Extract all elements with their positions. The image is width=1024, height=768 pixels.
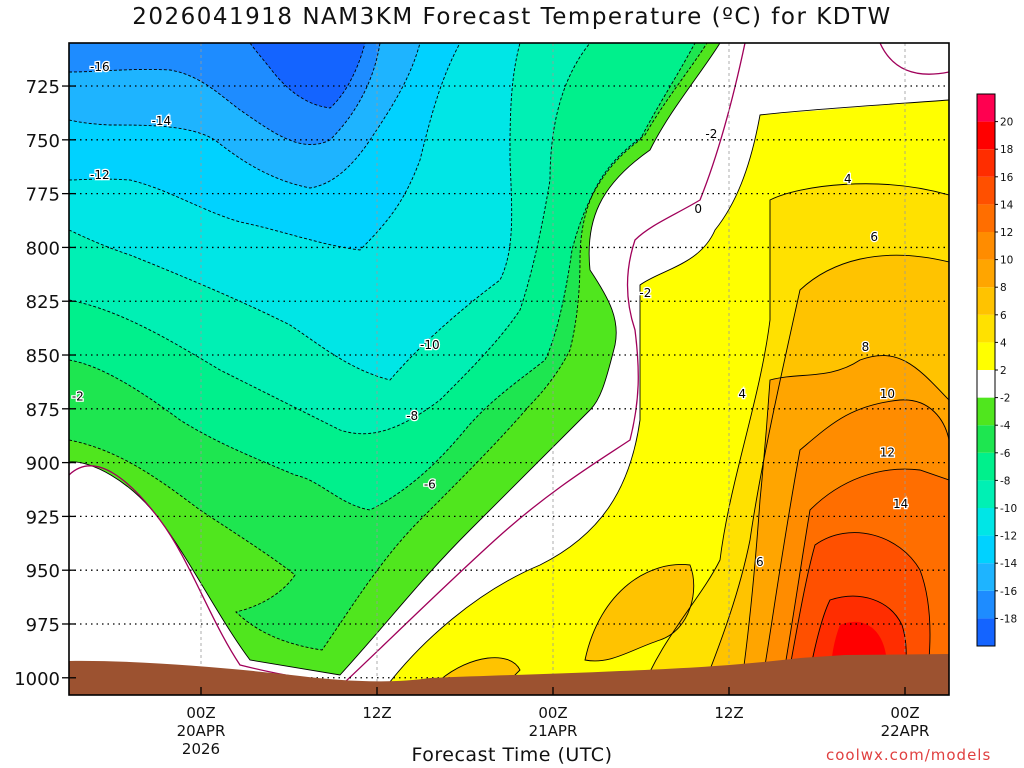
contour-label: 0	[694, 202, 702, 216]
contour-labels: -16 -14 -12 -10 -8 -6 -2 -2 -2 0 4 4 6 6 8 10 12 14	[71, 59, 910, 570]
colorbar-label: -18	[1000, 613, 1017, 625]
colorbar-label: -12	[1000, 531, 1017, 543]
x-tick-label: 12Z	[714, 704, 743, 722]
plot-frame	[68, 42, 950, 696]
temperature-field	[69, 43, 949, 695]
colorbar-label: 12	[1000, 227, 1013, 239]
contour-label: 10	[880, 387, 895, 401]
band-cold--18	[250, 43, 365, 108]
x-tick-label: 22APR	[881, 722, 930, 740]
colorbar-label: -14	[1000, 558, 1017, 570]
colorbar-swatch	[977, 452, 995, 481]
colorbar-swatch	[977, 232, 995, 260]
colorbar-swatch	[977, 397, 995, 426]
x-tick-label: 12Z	[362, 704, 391, 722]
colorbar: -18 -16 -14 -12 -10 -8 -6 -4 -2 2 4 6 8 10 12 14 16 18 20	[976, 93, 1017, 647]
site-credit: coolwx.com/models	[826, 746, 992, 764]
colorbar-label: -10	[1000, 503, 1017, 515]
colorbar-label: 8	[1000, 282, 1007, 294]
colorbar-label: -8	[1000, 475, 1010, 487]
y-tick-label: 775	[26, 185, 60, 206]
colorbar-label: 2	[1000, 365, 1007, 377]
contour-label: -2	[72, 389, 84, 403]
contour-label: -14	[152, 114, 172, 128]
colorbar-swatch	[977, 176, 995, 205]
negative-contours	[69, 43, 708, 651]
colorbar-label: -16	[1000, 586, 1017, 598]
colorbar-swatch	[977, 590, 995, 619]
y-tick-label: 1000	[14, 669, 60, 690]
colorbar-swatch	[977, 94, 995, 122]
y-tick-label: 875	[26, 400, 60, 421]
colorbar-label: 14	[1000, 199, 1014, 211]
x-tick-label: 00Z	[186, 704, 215, 722]
y-tick-label: 800	[26, 238, 60, 259]
contour-label: 12	[880, 445, 895, 459]
chart-title: 2026041918 NAM3KM Forecast Temperature (…	[132, 4, 892, 30]
colorbar-label: 20	[1000, 117, 1013, 129]
contour-label: -16	[90, 60, 110, 74]
contour-label: 14	[893, 497, 908, 511]
y-tick-label: 825	[26, 292, 60, 313]
contour-label: -6	[424, 478, 436, 492]
x-tick-label: 2026	[182, 740, 220, 758]
colorbar-swatch	[977, 259, 995, 288]
y-tick-label: 725	[26, 77, 60, 98]
x-tick-label: 00Z	[890, 704, 919, 722]
colorbar-swatch	[977, 563, 995, 591]
x-tick-label: 00Z	[538, 704, 567, 722]
y-tick-label: 975	[26, 615, 60, 636]
colorbar-swatch	[977, 370, 995, 398]
colorbar-swatch	[977, 204, 995, 232]
y-tick-label: 925	[26, 507, 60, 528]
contour-label: 6	[870, 230, 878, 244]
freezing-contour	[69, 43, 949, 683]
contour-label: -10	[420, 338, 440, 352]
colorbar-swatch	[977, 121, 995, 150]
y-tick-label: 850	[26, 346, 60, 367]
y-axis: 725 750 775 800 825 850 875 900 925 950 975 1000	[14, 77, 76, 690]
colorbar-swatch	[977, 618, 995, 646]
x-tick-label: 21APR	[529, 722, 578, 740]
y-tick-label: 750	[26, 131, 60, 152]
x-tick-label: 20APR	[177, 722, 226, 740]
y-tick-label: 900	[26, 454, 60, 475]
contour-label: 4	[738, 387, 746, 401]
colorbar-label: -2	[1000, 393, 1010, 405]
colorbar-label: 10	[1000, 255, 1013, 267]
colorbar-swatch	[977, 287, 995, 315]
vertical-gridlines	[200, 43, 906, 695]
contour-label: 8	[862, 340, 870, 354]
colorbar-swatch	[977, 149, 995, 177]
colorbar-label: -6	[1000, 448, 1011, 460]
colorbar-label: 4	[1000, 337, 1007, 349]
colorbar-swatch	[977, 480, 995, 508]
positive-contours	[379, 99, 949, 695]
colorbar-label: 18	[1000, 144, 1013, 156]
colorbar-swatch	[977, 425, 995, 453]
contour-label: -8	[406, 409, 418, 423]
colorbar-swatch	[977, 508, 995, 536]
contour-label: -2	[705, 127, 717, 141]
colorbar-swatch	[977, 535, 995, 564]
contour-label: -2	[639, 286, 651, 300]
contour-label: 6	[756, 555, 764, 569]
x-axis-title: Forecast Time (UTC)	[411, 744, 613, 766]
colorbar-label: 6	[1000, 310, 1007, 322]
negative-2-contour	[69, 43, 721, 676]
y-tick-label: 950	[26, 561, 60, 582]
colorbar-swatch	[977, 342, 995, 370]
contour-label: -12	[90, 168, 110, 182]
colorbar-swatch	[977, 314, 995, 343]
colorbar-label: 16	[1000, 172, 1014, 184]
terrain	[69, 654, 949, 695]
contour-label: 4	[844, 172, 852, 186]
colorbar-label: -4	[1000, 420, 1011, 432]
